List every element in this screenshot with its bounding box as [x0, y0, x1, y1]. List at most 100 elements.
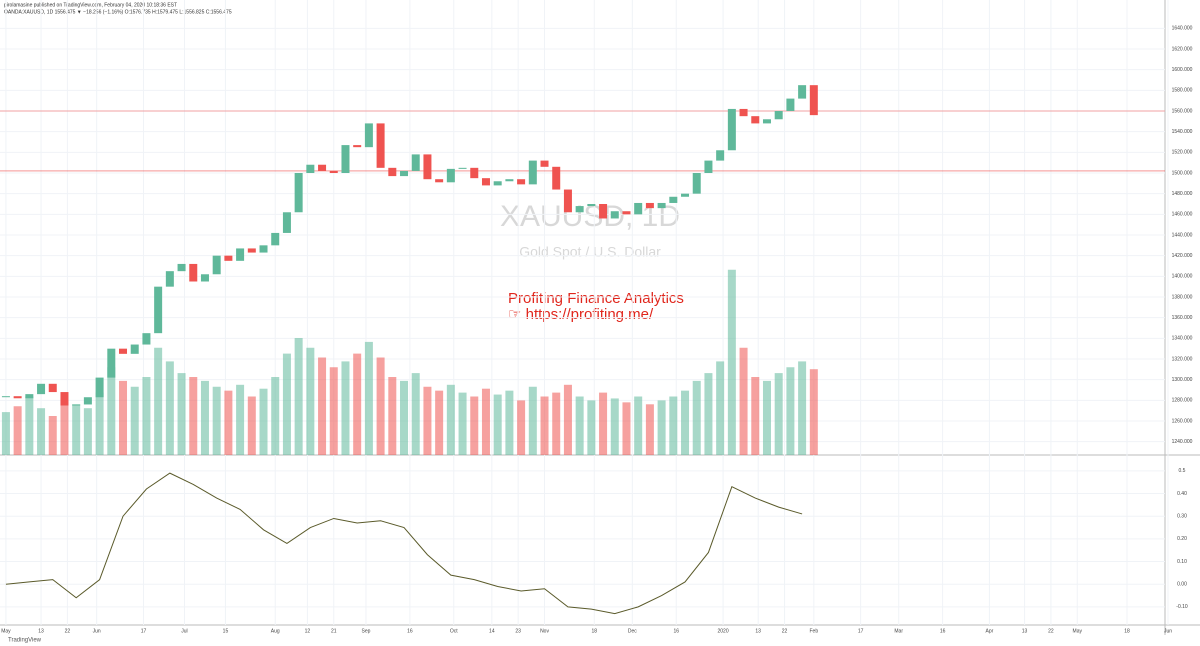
candle-body: [400, 170, 409, 177]
x-tick-label: 15: [223, 628, 229, 634]
volume-bar: [704, 373, 713, 455]
y-tick-label: 1240.000: [1172, 439, 1193, 445]
x-tick-label: 22: [1048, 628, 1054, 634]
volume-bar: [306, 347, 315, 455]
x-tick-label: 22: [65, 628, 71, 634]
candle-body: [435, 179, 444, 183]
candle-body: [692, 173, 701, 194]
y-tick-label: 0.20: [1177, 536, 1187, 542]
volume-bar: [341, 361, 350, 455]
y-tick-label: 1620.000: [1172, 46, 1193, 52]
x-tick-label: Jun: [93, 628, 101, 634]
candle-body: [599, 204, 608, 219]
candle-body: [130, 344, 139, 354]
y-tick-label: 1600.000: [1172, 67, 1193, 73]
candle-body: [552, 166, 561, 190]
candle-body: [306, 164, 315, 173]
candle-body: [236, 248, 245, 261]
x-tick-label: 2020: [718, 628, 729, 634]
volume-bar: [200, 380, 209, 455]
volume-bar: [364, 341, 373, 455]
candle-body: [517, 179, 526, 185]
volume-bar: [119, 380, 128, 455]
candle-body: [95, 377, 104, 398]
candle-body: [634, 202, 643, 215]
candle-body: [376, 123, 385, 168]
volume-bar: [657, 400, 666, 455]
candle-body: [423, 154, 432, 180]
candle-body: [809, 85, 818, 116]
y-tick-label: 0.5: [1179, 468, 1186, 474]
y-tick-label: 1300.000: [1172, 377, 1193, 383]
y-tick-label: 1500.000: [1172, 170, 1193, 176]
volume-bar: [271, 377, 280, 455]
x-tick-label: Aug: [271, 628, 280, 634]
y-tick-label: 1460.000: [1172, 212, 1193, 218]
candle-body: [727, 108, 736, 151]
candle-body: [83, 397, 92, 405]
candle-body: [657, 202, 666, 209]
candle-body: [177, 263, 186, 272]
y-tick-label: 1520.000: [1172, 150, 1193, 156]
x-tick-label: Jul: [181, 628, 187, 634]
x-tick-label: Dec: [628, 628, 637, 634]
volume-bar: [540, 396, 549, 455]
candle-body: [48, 383, 57, 393]
volume-bar: [528, 386, 537, 455]
volume-bar: [13, 406, 22, 455]
volume-bar: [60, 400, 69, 455]
volume-bar: [610, 398, 619, 455]
volume-bar: [809, 369, 818, 455]
candle-body: [72, 404, 81, 406]
candle-body: [786, 98, 795, 111]
annotation: Profiting Finance Analytics: [508, 290, 684, 307]
volume-bar: [563, 384, 572, 455]
plot: 1240.000 1260.000 1280.000 1300.000 1320.000…: [0, 0, 1193, 634]
x-tick-label: 16: [673, 628, 679, 634]
x-tick-label: 17: [141, 628, 147, 634]
candle-body: [493, 181, 502, 186]
candle-body: [774, 111, 783, 120]
oscillator-line: [5, 472, 803, 615]
candle-body: [470, 167, 479, 179]
candle-body: [458, 167, 467, 169]
volume-bar: [1, 412, 10, 455]
y-tick-label: 1480.000: [1172, 191, 1193, 197]
volume-bar: [552, 392, 561, 455]
candle-body: [247, 248, 256, 253]
y-tick-label: 1580.000: [1172, 88, 1193, 94]
candle-body: [388, 167, 397, 177]
y-tick-label: 1400.000: [1172, 274, 1193, 280]
candle-body: [575, 206, 584, 213]
x-tick-label: 18: [592, 628, 598, 634]
volume-bar: [400, 380, 409, 455]
publisher: pirolamasine published on TradingView.co…: [4, 2, 177, 8]
candle-body: [259, 245, 268, 253]
volume-bar: [681, 390, 690, 455]
y-tick-label: 1380.000: [1172, 294, 1193, 300]
candle-body: [341, 145, 350, 173]
x-tick-label: 23: [515, 628, 521, 634]
candle-body: [563, 189, 572, 213]
volume-bar: [716, 361, 725, 455]
candle-body: [716, 150, 725, 161]
candle-body: [704, 160, 713, 173]
y-tick-label: 1440.000: [1172, 232, 1193, 238]
x-tick-label: 21: [331, 628, 337, 634]
volume-bar: [189, 377, 198, 455]
y-tick-label: 1420.000: [1172, 253, 1193, 259]
watermark-description: Gold Spot / U.S. Dollar: [519, 244, 661, 260]
volume-bar: [786, 367, 795, 455]
candle-body: [540, 160, 549, 167]
y-tick-label: 1260.000: [1172, 418, 1193, 424]
y-tick-label: 0.10: [1177, 559, 1187, 565]
volume-bar: [353, 353, 362, 455]
x-tick-label: 16: [407, 628, 413, 634]
y-tick-label: 0.00: [1177, 582, 1187, 588]
x-tick-label: 14: [489, 628, 495, 634]
candle-body: [645, 202, 654, 209]
candle-body: [329, 170, 338, 173]
volume-bar: [669, 396, 678, 455]
